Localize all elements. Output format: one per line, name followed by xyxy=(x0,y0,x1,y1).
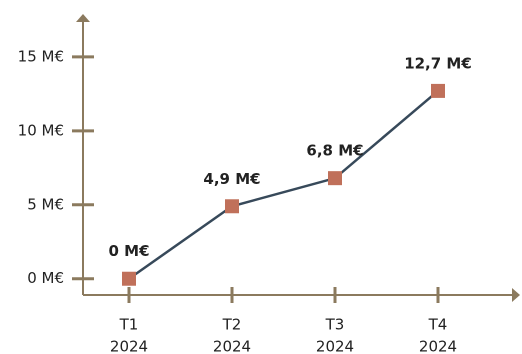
y-tick-label: 5 M€ xyxy=(27,195,64,213)
x-tick-label: T3 xyxy=(325,316,345,334)
y-axis-arrow xyxy=(76,14,90,22)
value-label: 6,8 M€ xyxy=(306,142,363,160)
y-tick-label: 10 M€ xyxy=(18,121,64,139)
x-axis-arrow xyxy=(512,288,520,302)
value-label: 4,9 M€ xyxy=(203,170,260,188)
x-tick-label: T1 xyxy=(119,316,139,334)
x-tick-label: T2 xyxy=(222,316,242,334)
x-tick-label: 2024 xyxy=(316,338,354,354)
value-label: 0 M€ xyxy=(108,242,149,260)
marker xyxy=(431,83,445,98)
marker xyxy=(225,199,239,214)
value-label: 12,7 M€ xyxy=(404,54,472,72)
x-tick-label: 2024 xyxy=(419,338,457,354)
marker xyxy=(328,171,342,186)
x-tick-label: T4 xyxy=(428,316,448,334)
x-tick-label: 2024 xyxy=(213,338,251,354)
marker xyxy=(122,271,136,286)
series-line xyxy=(128,89,439,280)
y-tick-label: 0 M€ xyxy=(27,269,64,287)
x-tick-label: 2024 xyxy=(110,338,148,354)
y-tick-label: 15 M€ xyxy=(18,47,64,65)
